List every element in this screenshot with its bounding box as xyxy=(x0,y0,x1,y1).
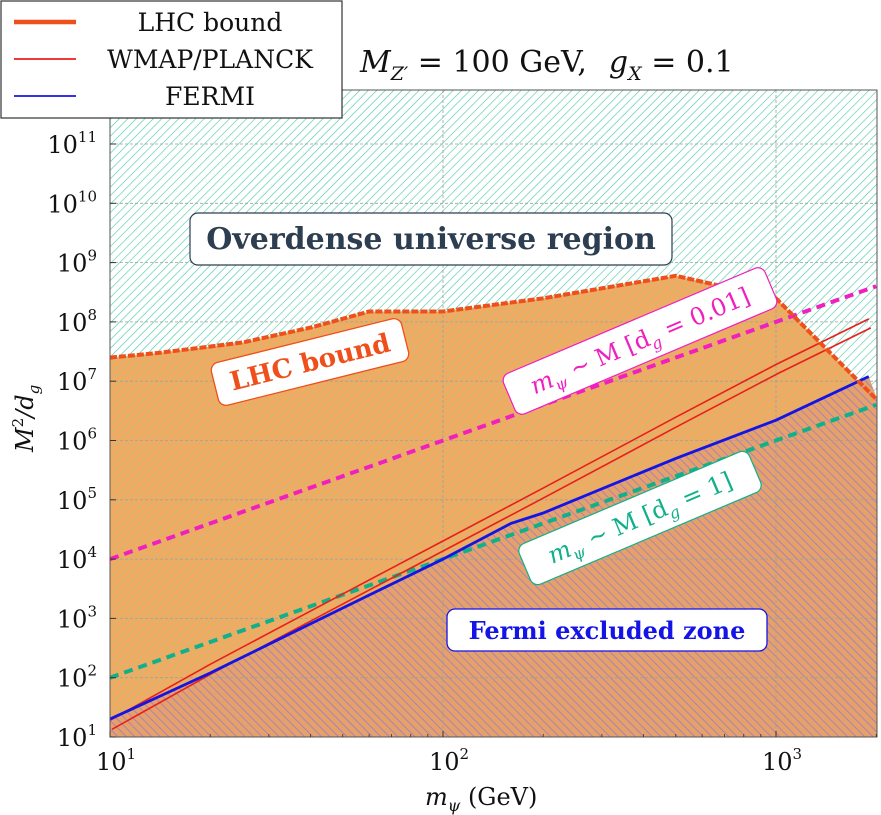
y-axis-ticks: 101 102 103 104 105 106 107 108 109 1010 1011 xyxy=(47,128,116,752)
svg-text:Overdense universe region: Overdense universe region xyxy=(206,222,656,257)
y-tick-label: 103 xyxy=(57,602,97,633)
y-tick-label: 106 xyxy=(57,425,97,456)
x-axis-ticks: 101 102 103 xyxy=(96,731,877,776)
y-tick-label: 101 xyxy=(57,721,97,752)
series-line-fermi xyxy=(110,375,870,721)
guide-line-dg-0-01 xyxy=(110,284,877,561)
x-tick-label: 102 xyxy=(429,745,469,776)
guide-label-dg-0-01: mψ ∼ M [dg = 0.01] xyxy=(502,267,778,415)
y-tick-label: 1010 xyxy=(47,187,97,218)
svg-text:Fermi excluded zone: Fermi excluded zone xyxy=(469,616,746,645)
chart-title: MZ′ = 100 GeV, gX = 0.1 xyxy=(359,45,734,85)
y-tick-label: 102 xyxy=(57,662,97,693)
guide-line-dg-1 xyxy=(110,402,877,680)
y-axis-label: M2/dg xyxy=(9,385,43,453)
series-line-wmap-planck xyxy=(110,318,870,721)
annotation-fermi-excluded: Fermi excluded zone xyxy=(446,608,768,652)
x-tick-label: 101 xyxy=(96,745,136,776)
y-tick-label: 109 xyxy=(57,247,97,278)
y-tick-label: 1011 xyxy=(47,128,97,159)
annotation-overdense: Overdense universe region xyxy=(189,212,673,266)
y-tick-label: 104 xyxy=(57,543,97,574)
y-tick-label: 108 xyxy=(57,306,97,337)
plot-frame xyxy=(109,89,878,738)
y-tick-label: 107 xyxy=(57,365,97,396)
x-tick-label: 103 xyxy=(762,745,802,776)
legend-label-fermi: FERMI xyxy=(165,82,255,111)
legend: LHC bound WMAP/PLANCK FERMI xyxy=(0,0,343,119)
y-tick-label: 105 xyxy=(57,484,97,515)
x-axis-label: mψ (GeV) xyxy=(425,783,537,815)
legend-label-wmap: WMAP/PLANCK xyxy=(107,45,314,74)
legend-label-lhc: LHC bound xyxy=(138,8,283,37)
